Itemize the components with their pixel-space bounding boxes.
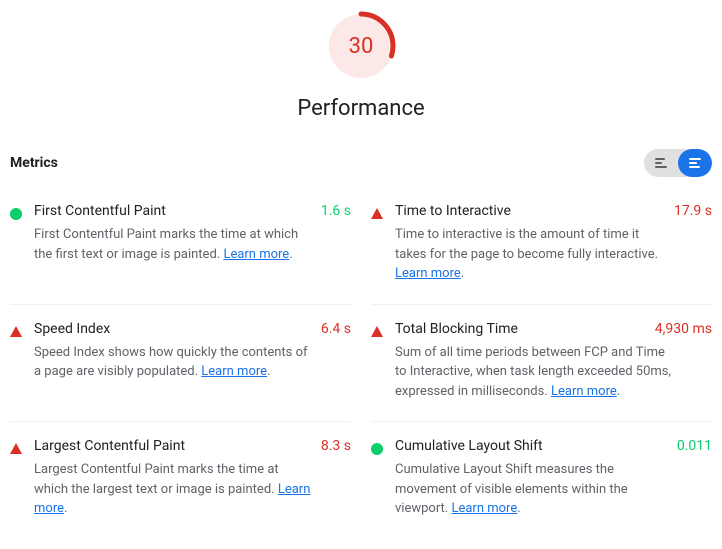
metric-value: 8.3 s <box>321 438 351 454</box>
metric-head: Speed Index 6.4 s <box>34 321 351 337</box>
status-triangle-icon <box>10 443 22 454</box>
collapse-view-button[interactable] <box>644 149 678 177</box>
metric-name: Speed Index <box>34 321 110 337</box>
metric-card: Cumulative Layout Shift0.011Cumulative L… <box>371 422 712 539</box>
metric-name: First Contentful Paint <box>34 203 166 219</box>
metric-card: Total Blocking Time 4,930 ms Sum of all ti… <box>371 305 712 423</box>
score-gauge: 30 <box>325 10 397 82</box>
metric-description: Sum of all time periods between FCP and … <box>395 343 712 402</box>
learn-more-link[interactable]: Learn more <box>395 266 461 281</box>
metric-head: Cumulative Layout Shift 0.011 <box>395 438 712 454</box>
metric-head: Total Blocking Time 4,930 ms <box>395 321 712 337</box>
status-triangle-icon <box>371 208 383 219</box>
metric-description: Largest Contentful Paint marks the time … <box>34 460 351 519</box>
metric-head: Largest Contentful Paint 8.3 s <box>34 438 351 454</box>
metric-value: 4,930 ms <box>655 321 712 337</box>
metric-body: Speed Index 6.4 s Speed Index shows how qu… <box>34 321 351 382</box>
metric-value: 1.6 s <box>321 203 351 219</box>
metric-card: Speed Index 6.4 s Speed Index shows how qu… <box>10 305 351 423</box>
status-indicator <box>10 440 24 454</box>
metric-description: Time to interactive is the amount of tim… <box>395 225 712 284</box>
performance-header: 30 Performance <box>10 10 712 121</box>
status-indicator <box>371 323 385 337</box>
metric-card: Time to Interactive 17.9 s Time to interac… <box>371 187 712 305</box>
metric-description: Cumulative Layout Shift measures the mov… <box>395 460 712 519</box>
gauge-score: 30 <box>325 10 397 82</box>
learn-more-link[interactable]: Learn more <box>551 384 617 399</box>
metric-value: 0.011 <box>677 438 712 454</box>
view-toggle <box>644 149 712 177</box>
metric-name: Cumulative Layout Shift <box>395 438 543 454</box>
learn-more-link[interactable]: Learn more <box>223 247 289 262</box>
metric-head: Time to Interactive 17.9 s <box>395 203 712 219</box>
metric-value: 17.9 s <box>674 203 712 219</box>
metrics-label: Metrics <box>10 155 58 171</box>
metric-body: Total Blocking Time 4,930 ms Sum of all ti… <box>395 321 712 402</box>
metric-body: Largest Contentful Paint8.3 sLargest Con… <box>34 438 351 519</box>
learn-more-link[interactable]: Learn more <box>34 482 310 517</box>
metric-body: First Contentful Paint1.6 sFirst Content… <box>34 203 351 264</box>
metric-card: First Contentful Paint1.6 sFirst Content… <box>10 187 351 305</box>
status-indicator <box>371 440 385 454</box>
page-title: Performance <box>10 96 712 121</box>
metric-value: 6.4 s <box>321 321 351 337</box>
expand-view-button[interactable] <box>678 149 712 177</box>
learn-more-link[interactable]: Learn more <box>201 364 267 379</box>
metric-body: Time to Interactive 17.9 s Time to interac… <box>395 203 712 284</box>
metric-name: Total Blocking Time <box>395 321 518 337</box>
expand-icon <box>689 158 701 168</box>
status-triangle-icon <box>371 326 383 337</box>
status-circle-icon <box>371 443 383 455</box>
metric-head: First Contentful Paint 1.6 s <box>34 203 351 219</box>
metric-body: Cumulative Layout Shift0.011Cumulative L… <box>395 438 712 519</box>
metric-name: Time to Interactive <box>395 203 511 219</box>
collapse-icon <box>655 158 667 168</box>
metrics-bar: Metrics <box>10 145 712 187</box>
metrics-grid: First Contentful Paint1.6 sFirst Content… <box>10 187 712 539</box>
metric-card: Largest Contentful Paint8.3 sLargest Con… <box>10 422 351 539</box>
metric-description: Speed Index shows how quickly the conten… <box>34 343 351 382</box>
status-indicator <box>371 205 385 219</box>
status-triangle-icon <box>10 326 22 337</box>
status-circle-icon <box>10 208 22 220</box>
metric-name: Largest Contentful Paint <box>34 438 185 454</box>
learn-more-link[interactable]: Learn more <box>451 501 517 516</box>
status-indicator <box>10 205 24 219</box>
status-indicator <box>10 323 24 337</box>
metric-description: First Contentful Paint marks the time at… <box>34 225 351 264</box>
